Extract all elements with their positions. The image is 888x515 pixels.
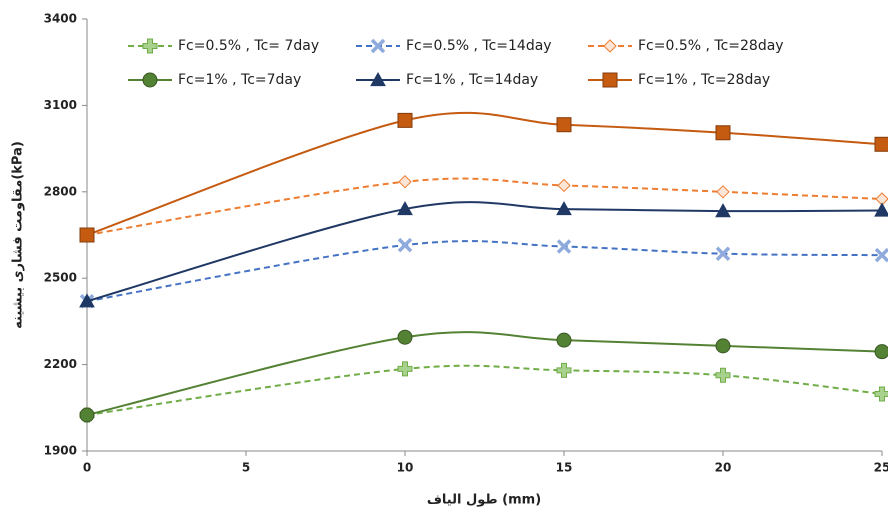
- y-tick-label: 2200: [44, 357, 77, 371]
- marker: [556, 239, 572, 254]
- series-line: [86, 364, 883, 416]
- series-line: [86, 331, 883, 416]
- marker: [716, 185, 730, 199]
- y-axis-label: مقاومت فشاری بیشینه(kPa): [11, 141, 26, 329]
- marker: [397, 237, 413, 253]
- marker: [715, 246, 731, 261]
- x-tick-label: 0: [83, 461, 91, 475]
- marker: [715, 203, 731, 218]
- x-tick-label: 25: [874, 461, 888, 475]
- x-tick-label: 15: [556, 461, 573, 475]
- marker: [142, 38, 158, 54]
- series-line: [86, 201, 883, 303]
- marker: [715, 125, 731, 141]
- series-line: [86, 240, 883, 303]
- legend-label: Fc=0.5% , Tc=28day: [638, 38, 784, 54]
- marker: [397, 329, 413, 345]
- marker: [556, 362, 572, 378]
- marker: [79, 407, 95, 423]
- marker: [602, 72, 618, 88]
- x-tick-label: 20: [715, 461, 732, 475]
- legend-label: Fc=1% , Tc=14day: [406, 72, 538, 88]
- x-tick-label: 10: [397, 461, 414, 475]
- marker: [370, 71, 386, 87]
- legend-label: Fc=0.5% , Tc= 7day: [178, 38, 319, 54]
- y-tick-label: 3400: [44, 12, 77, 26]
- marker: [556, 201, 572, 216]
- y-tick-label: 3100: [44, 98, 77, 112]
- legend-label: Fc=1% , Tc=28day: [638, 72, 770, 88]
- marker: [874, 247, 888, 263]
- marker: [603, 39, 617, 53]
- marker: [79, 293, 95, 308]
- marker: [874, 202, 888, 217]
- marker: [142, 72, 158, 88]
- marker: [874, 344, 888, 360]
- marker: [398, 175, 412, 189]
- marker: [397, 361, 413, 377]
- marker: [556, 117, 572, 133]
- x-axis-label: طول الیاف (mm): [427, 493, 541, 508]
- marker: [370, 38, 386, 54]
- y-tick-label: 1900: [44, 444, 77, 458]
- marker: [715, 338, 731, 354]
- marker: [715, 367, 731, 383]
- marker: [397, 201, 413, 216]
- marker: [79, 227, 95, 243]
- marker: [397, 112, 413, 128]
- x-tick-label: 5: [242, 461, 250, 475]
- marker: [874, 136, 888, 152]
- marker: [556, 332, 572, 348]
- legend-label: Fc=0.5% , Tc=14day: [406, 38, 552, 54]
- y-tick-label: 2500: [44, 271, 77, 285]
- marker: [874, 386, 888, 402]
- y-tick-label: 2800: [44, 184, 77, 198]
- marker: [557, 178, 571, 193]
- series-line: [86, 111, 883, 236]
- series-line: [86, 177, 883, 236]
- legend-label: Fc=1% , Tc=7day: [178, 72, 301, 88]
